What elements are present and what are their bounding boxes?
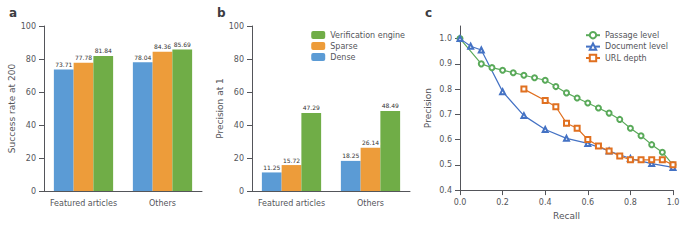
svg-text:15.72: 15.72	[283, 157, 300, 164]
svg-text:0.4: 0.4	[439, 186, 452, 195]
svg-text:Precision at 1: Precision at 1	[215, 78, 225, 139]
svg-text:0: 0	[31, 187, 36, 196]
svg-text:0.5: 0.5	[439, 160, 452, 169]
svg-text:Precision: Precision	[423, 88, 433, 128]
svg-text:60: 60	[234, 88, 244, 97]
svg-text:60: 60	[26, 88, 36, 97]
svg-text:80: 80	[26, 55, 36, 64]
svg-text:78.04: 78.04	[134, 54, 151, 61]
svg-text:100: 100	[229, 22, 244, 31]
svg-text:0.0: 0.0	[454, 198, 467, 207]
svg-text:26.14: 26.14	[362, 139, 379, 146]
svg-text:84.36: 84.36	[154, 43, 171, 50]
svg-text:Others: Others	[149, 199, 176, 208]
svg-text:0.7: 0.7	[439, 110, 452, 119]
svg-text:Document level: Document level	[605, 42, 668, 51]
svg-text:Verification engine: Verification engine	[330, 31, 405, 40]
svg-text:81.84: 81.84	[95, 47, 112, 54]
svg-text:85.69: 85.69	[174, 41, 191, 48]
svg-text:0: 0	[239, 187, 244, 196]
svg-text:0.9: 0.9	[439, 59, 452, 68]
svg-text:0.6: 0.6	[439, 135, 452, 144]
svg-text:20: 20	[26, 154, 36, 163]
svg-text:0.6: 0.6	[581, 198, 594, 207]
svg-text:a: a	[9, 6, 17, 20]
svg-text:0.4: 0.4	[539, 198, 552, 207]
svg-text:Passage level: Passage level	[605, 31, 659, 40]
svg-text:1.0: 1.0	[667, 198, 680, 207]
svg-text:0.8: 0.8	[439, 85, 452, 94]
svg-text:40: 40	[26, 121, 36, 130]
svg-text:b: b	[217, 6, 226, 20]
svg-text:100: 100	[21, 22, 36, 31]
svg-text:80: 80	[234, 55, 244, 64]
svg-text:0.8: 0.8	[624, 198, 637, 207]
svg-text:20: 20	[234, 154, 244, 163]
svg-text:18.25: 18.25	[342, 152, 359, 159]
svg-text:Dense: Dense	[330, 53, 355, 62]
svg-text:Success rate at 200: Success rate at 200	[7, 64, 17, 154]
svg-text:Others: Others	[357, 199, 384, 208]
svg-text:Sparse: Sparse	[330, 42, 358, 51]
svg-text:11.25: 11.25	[263, 164, 280, 171]
svg-text:Featured articles: Featured articles	[50, 199, 117, 208]
svg-text:URL depth: URL depth	[605, 54, 647, 63]
svg-text:40: 40	[234, 121, 244, 130]
svg-text:Recall: Recall	[553, 211, 580, 221]
svg-text:73.71: 73.71	[55, 61, 72, 68]
svg-text:47.29: 47.29	[303, 104, 320, 111]
svg-text:Featured articles: Featured articles	[258, 199, 325, 208]
svg-text:c: c	[425, 6, 432, 20]
svg-text:77.78: 77.78	[75, 54, 92, 61]
svg-text:0.2: 0.2	[496, 198, 509, 207]
svg-text:48.49: 48.49	[382, 102, 399, 109]
svg-text:1.0: 1.0	[439, 34, 452, 43]
